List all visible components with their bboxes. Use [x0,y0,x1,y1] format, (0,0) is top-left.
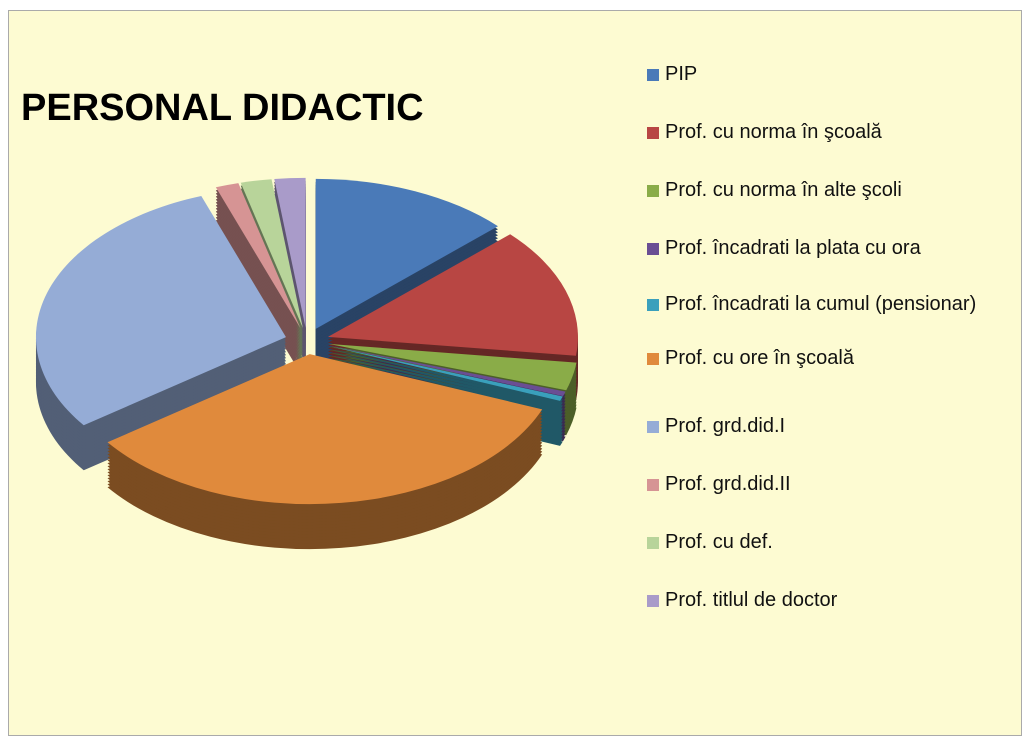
legend-label: Prof. încadrati la cumul (pensionar) [665,293,977,315]
legend-swatch [647,299,659,311]
slice-side [240,182,303,332]
legend-label: PIP [665,63,698,85]
slice-side [327,348,563,404]
legend-swatch [647,185,659,197]
slice-side [327,354,563,410]
legend-swatch [647,69,659,81]
slice-side [240,185,303,335]
legend-item: Prof. cu def. [647,529,997,555]
legend-label: Prof. cu def. [665,531,773,553]
chart-title: PERSONAL DIDACTIC [21,87,424,129]
legend-swatch [647,479,659,491]
legend-item: Prof. cu ore în şcoală [647,345,997,371]
slice-side [327,357,563,413]
legend-item: Prof. cu norma în alte şcoli [647,177,997,203]
slice [240,179,303,329]
legend-item: Prof. cu norma în şcoală [647,119,997,145]
slice [215,183,301,329]
legend-item: Prof. grd.did.I [647,413,997,439]
legend-label: Prof. încadrati la plata cu ora [665,237,921,259]
legend-label: Prof. cu norma în şcoală [665,121,882,143]
legend-swatch [647,595,659,607]
slice [327,345,566,397]
legend-swatch [647,243,659,255]
legend-item: Prof. titlul de doctor [647,587,997,613]
slice [35,195,286,426]
slice [327,345,563,401]
legend-item: Prof. încadrati la cumul (pensionar) [647,291,997,317]
legend-label: Prof. grd.did.II [665,473,791,495]
chart: PERSONAL DIDACTIC PIP Prof. cu norma în ş… [8,10,1022,736]
legend-label: Prof. grd.did.I [665,415,786,437]
slice [327,234,578,356]
slice-side [327,351,563,407]
legend-item: PIP [647,61,997,87]
legend-label: Prof. cu norma în alte şcoli [665,179,902,201]
slice [328,343,577,391]
pie-area [35,177,578,550]
slice [107,354,543,505]
legend-swatch [647,127,659,139]
legend-swatch [647,421,659,433]
legend-item: Prof. încadrati la plata cu ora [647,235,997,261]
slice [274,177,306,328]
legend-label: Prof. titlul de doctor [665,589,838,611]
legend-label: Prof. cu ore în şcoală [665,347,854,369]
slice [315,178,498,329]
legend-swatch [647,537,659,549]
legend-swatch [647,353,659,365]
legend-item: Prof. grd.did.II [647,471,997,497]
